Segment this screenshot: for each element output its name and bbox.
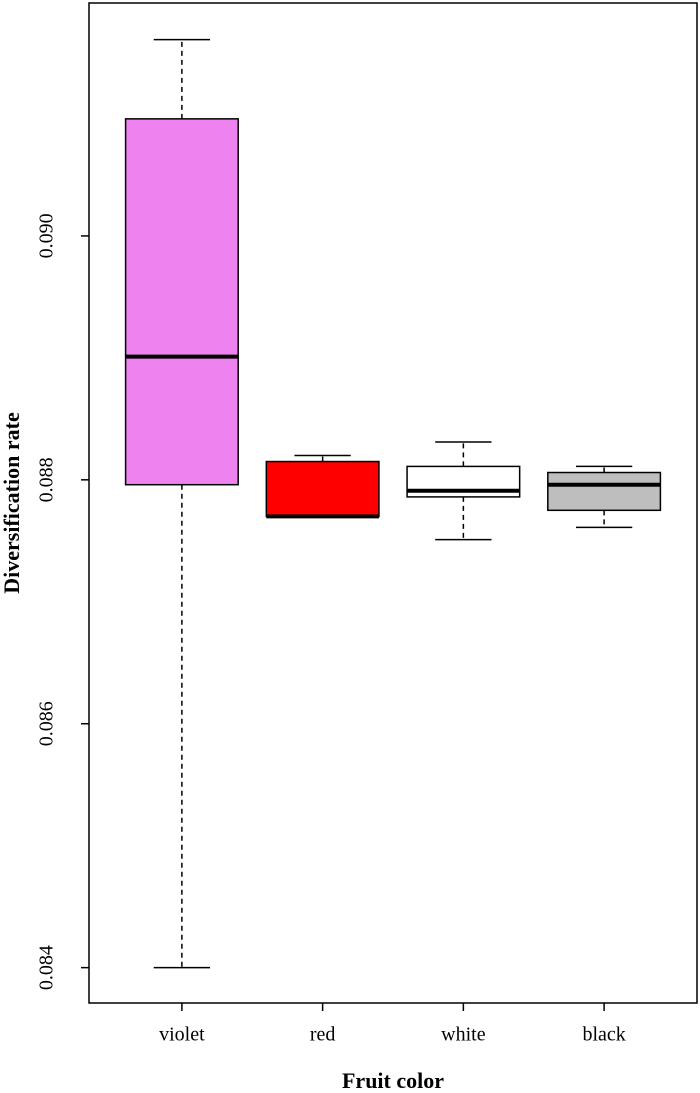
y-tick-label: 0.086 xyxy=(36,701,58,746)
x-tick-label: white xyxy=(441,1024,486,1046)
y-tick-label: 0.084 xyxy=(36,945,58,990)
box xyxy=(124,118,239,486)
y-tick-label: 0.090 xyxy=(36,213,58,258)
plot-frame xyxy=(88,2,698,1004)
x-tick-label: violet xyxy=(159,1024,205,1046)
x-axis-title: Fruit color xyxy=(342,1068,444,1093)
y-tick-label: 0.088 xyxy=(36,457,58,502)
box xyxy=(547,471,662,512)
x-tick-label: red xyxy=(310,1024,336,1046)
x-tick-label: black xyxy=(582,1024,625,1046)
y-axis-title: Diversification rate xyxy=(0,412,24,594)
box xyxy=(265,460,380,518)
